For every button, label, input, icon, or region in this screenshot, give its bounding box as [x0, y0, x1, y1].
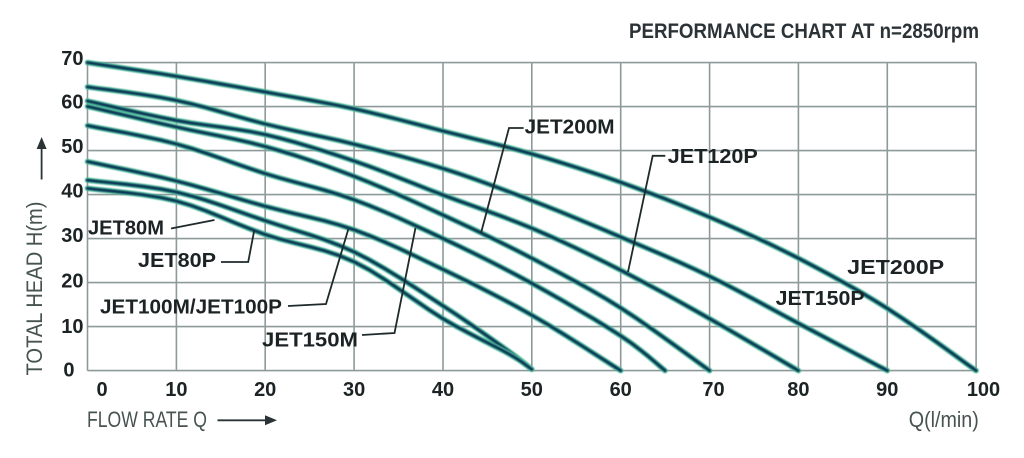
svg-text:JET150P: JET150P — [776, 287, 865, 310]
svg-text:60: 60 — [61, 92, 83, 114]
svg-text:50: 50 — [61, 136, 83, 158]
svg-text:50: 50 — [521, 379, 543, 401]
svg-text:0: 0 — [96, 379, 107, 401]
svg-text:PERFORMANCE CHART AT n=2850rpm: PERFORMANCE CHART AT n=2850rpm — [629, 19, 979, 43]
svg-text:20: 20 — [61, 270, 83, 292]
svg-text:60: 60 — [610, 379, 632, 401]
svg-text:40: 40 — [61, 181, 83, 203]
svg-text:JET80M: JET80M — [88, 217, 164, 240]
svg-text:20: 20 — [254, 379, 276, 401]
svg-text:TOTAL HEAD H(m): TOTAL HEAD H(m) — [22, 202, 47, 376]
svg-text:100: 100 — [967, 379, 1000, 401]
svg-text:70: 70 — [61, 48, 83, 70]
svg-text:90: 90 — [876, 379, 898, 401]
svg-text:10: 10 — [165, 379, 187, 401]
svg-text:0: 0 — [63, 360, 74, 382]
svg-text:JET120P: JET120P — [668, 145, 758, 168]
svg-text:30: 30 — [61, 225, 83, 247]
svg-text:JET150M: JET150M — [262, 329, 358, 352]
svg-text:JET200M: JET200M — [525, 116, 615, 139]
svg-text:JET80P: JET80P — [138, 249, 216, 272]
svg-text:30: 30 — [343, 379, 365, 401]
svg-text:JET200P: JET200P — [847, 256, 944, 279]
svg-text:FLOW RATE Q: FLOW RATE Q — [87, 407, 207, 432]
svg-text:40: 40 — [432, 379, 454, 401]
svg-text:JET100M/JET100P: JET100M/JET100P — [100, 296, 282, 319]
svg-text:Q(l/min): Q(l/min) — [909, 407, 979, 432]
svg-text:10: 10 — [61, 316, 83, 338]
svg-text:80: 80 — [787, 379, 809, 401]
svg-text:70: 70 — [702, 379, 724, 401]
